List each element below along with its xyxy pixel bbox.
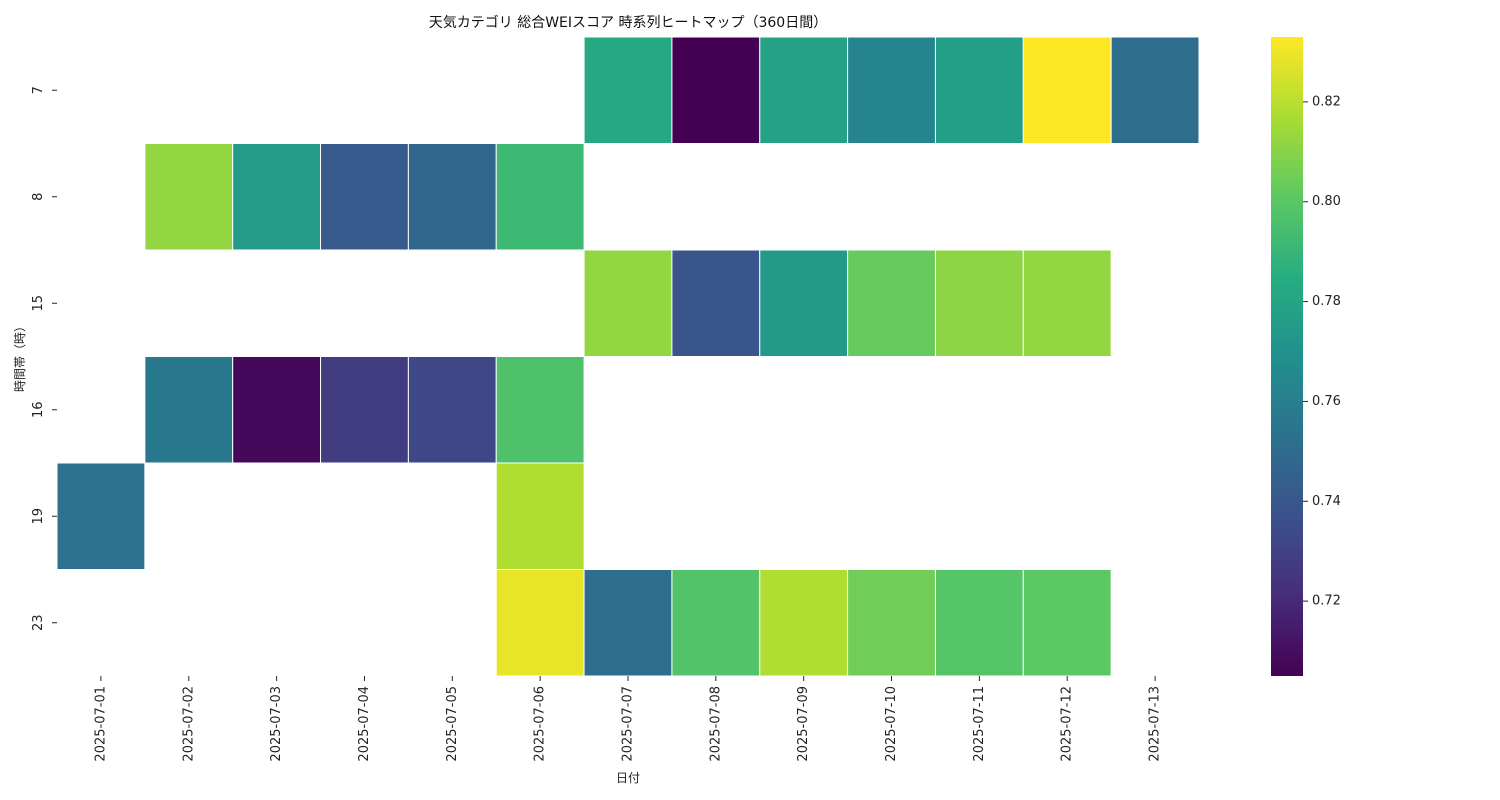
heatmap-cell-23-2025-07-08 [671, 569, 761, 677]
y-tick-label: 8 [31, 193, 46, 201]
heatmap-cell-16-2025-07-04 [320, 356, 409, 464]
heatmap-cell-23-2025-07-12 [1022, 569, 1112, 677]
colorbar-tick-label: 0.82 [1312, 94, 1341, 109]
x-tick-label: 2025-07-01 [93, 686, 108, 762]
x-tick-label: 2025-07-04 [357, 686, 372, 762]
y-axis-label: 時間帯（時） [13, 320, 27, 392]
heatmap-cell-8-2025-07-03 [232, 143, 322, 251]
heatmap-cell-15-2025-07-09 [759, 249, 849, 357]
y-tick-label: 15 [31, 295, 46, 312]
heatmap-cell-16-2025-07-05 [407, 356, 497, 464]
heatmap-cell-16-2025-07-02 [144, 356, 234, 464]
heatmap-cell-8-2025-07-06 [495, 143, 585, 251]
heatmap-cell-15-2025-07-07 [583, 249, 673, 357]
colorbar-tick-label: 0.78 [1312, 294, 1341, 309]
y-axis-ticks: 7 8 15 16 19 23 [31, 86, 57, 631]
heatmap-cell-8-2025-07-04 [320, 143, 409, 251]
y-tick-label: 23 [31, 614, 46, 631]
x-tick-label: 2025-07-05 [445, 686, 460, 762]
x-tick-label: 2025-07-07 [621, 686, 636, 762]
heatmap-cells [56, 36, 1200, 677]
heatmap-cell-23-2025-07-07 [583, 569, 673, 677]
x-tick-label: 2025-07-10 [884, 686, 899, 762]
heatmap-cell-7-2025-07-10 [847, 36, 936, 144]
colorbar-tick-label: 0.72 [1312, 594, 1341, 609]
heatmap-cell-7-2025-07-09 [759, 36, 849, 144]
colorbar-tick-label: 0.80 [1312, 194, 1341, 209]
colorbar: 0.72 0.74 0.76 0.78 0.80 0.82 [1271, 37, 1341, 676]
heatmap-cell-19-2025-07-01 [56, 462, 146, 570]
heatmap-cell-7-2025-07-13 [1110, 36, 1200, 144]
heatmap-cell-7-2025-07-07 [583, 36, 673, 144]
heatmap-cell-16-2025-07-03 [232, 356, 322, 464]
heatmap-cell-15-2025-07-12 [1022, 249, 1112, 357]
y-tick-label: 19 [31, 508, 46, 525]
heatmap-cell-15-2025-07-11 [934, 249, 1024, 357]
x-tick-label: 2025-07-09 [796, 686, 811, 762]
y-tick-label: 7 [31, 86, 46, 94]
heatmap-cell-23-2025-07-06 [495, 569, 585, 677]
y-tick-label: 16 [31, 401, 46, 418]
x-tick-label: 2025-07-13 [1148, 686, 1163, 762]
heatmap-cell-23-2025-07-10 [847, 569, 936, 677]
colorbar-tick-label: 0.76 [1312, 394, 1341, 409]
x-axis-label: 日付 [616, 771, 640, 785]
x-tick-label: 2025-07-06 [533, 686, 548, 762]
heatmap-cell-8-2025-07-05 [407, 143, 497, 251]
x-tick-label: 2025-07-11 [972, 686, 987, 762]
x-axis-ticks: 2025-07-01 2025-07-02 2025-07-03 2025-07-04… [93, 676, 1163, 762]
heatmap-cell-15-2025-07-10 [847, 249, 936, 357]
x-tick-label: 2025-07-03 [269, 686, 284, 762]
x-tick-label: 2025-07-02 [181, 686, 196, 762]
heatmap-cell-7-2025-07-08 [671, 36, 761, 144]
heatmap-cell-23-2025-07-09 [759, 569, 849, 677]
x-tick-label: 2025-07-08 [708, 686, 723, 762]
heatmap-cell-7-2025-07-11 [934, 36, 1024, 144]
colorbar-tick-label: 0.74 [1312, 494, 1341, 509]
heatmap-cell-19-2025-07-06 [495, 462, 585, 570]
heatmap-cell-8-2025-07-02 [144, 143, 234, 251]
x-tick-label: 2025-07-12 [1060, 686, 1075, 762]
heatmap-cell-16-2025-07-06 [495, 356, 585, 464]
heatmap-cell-23-2025-07-11 [934, 569, 1024, 677]
heatmap-cell-7-2025-07-12 [1022, 36, 1112, 144]
colorbar-bar [1271, 37, 1303, 676]
chart-title: 天気カテゴリ 総合WEIスコア 時系列ヒートマップ（360日間） [429, 14, 827, 31]
heatmap-cell-15-2025-07-08 [671, 249, 761, 357]
